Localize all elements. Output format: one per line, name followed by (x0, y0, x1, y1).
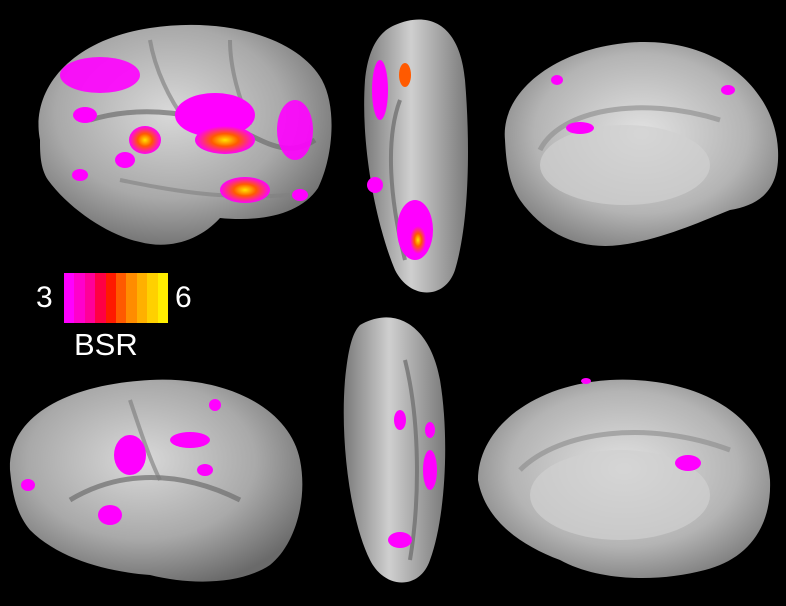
activation-blobs (581, 378, 701, 471)
lateral-hemisphere-top (38, 24, 332, 245)
colorbar-swatch (95, 273, 106, 323)
colorbar-min-label: 3 (36, 281, 53, 314)
activation-blobs (367, 60, 433, 260)
colorbar-swatch (157, 273, 169, 323)
activation-blobs (551, 75, 735, 134)
colorbar (64, 273, 169, 323)
colorbar-swatch (64, 273, 75, 323)
colorbar-swatch (74, 273, 85, 323)
activation-blobs (388, 410, 437, 548)
colorbar-title: BSR (74, 327, 138, 362)
dorsal-hemisphere-top (364, 19, 468, 293)
dorsal-hemisphere-bottom (343, 317, 446, 583)
activation-blobs (21, 399, 221, 525)
colorbar-swatch (84, 273, 96, 323)
colorbar-swatch (105, 273, 117, 323)
colorbar-swatch (116, 273, 127, 323)
colorbar-swatch (126, 273, 137, 323)
medial-hemisphere-bottom (478, 378, 771, 579)
colorbar-swatch (147, 273, 158, 323)
lateral-hemisphere-bottom (9, 379, 303, 582)
colorbar-swatch (136, 273, 148, 323)
activation-blobs (60, 57, 313, 203)
medial-hemisphere-top (504, 41, 779, 246)
colorbar-max-label: 6 (175, 281, 192, 314)
